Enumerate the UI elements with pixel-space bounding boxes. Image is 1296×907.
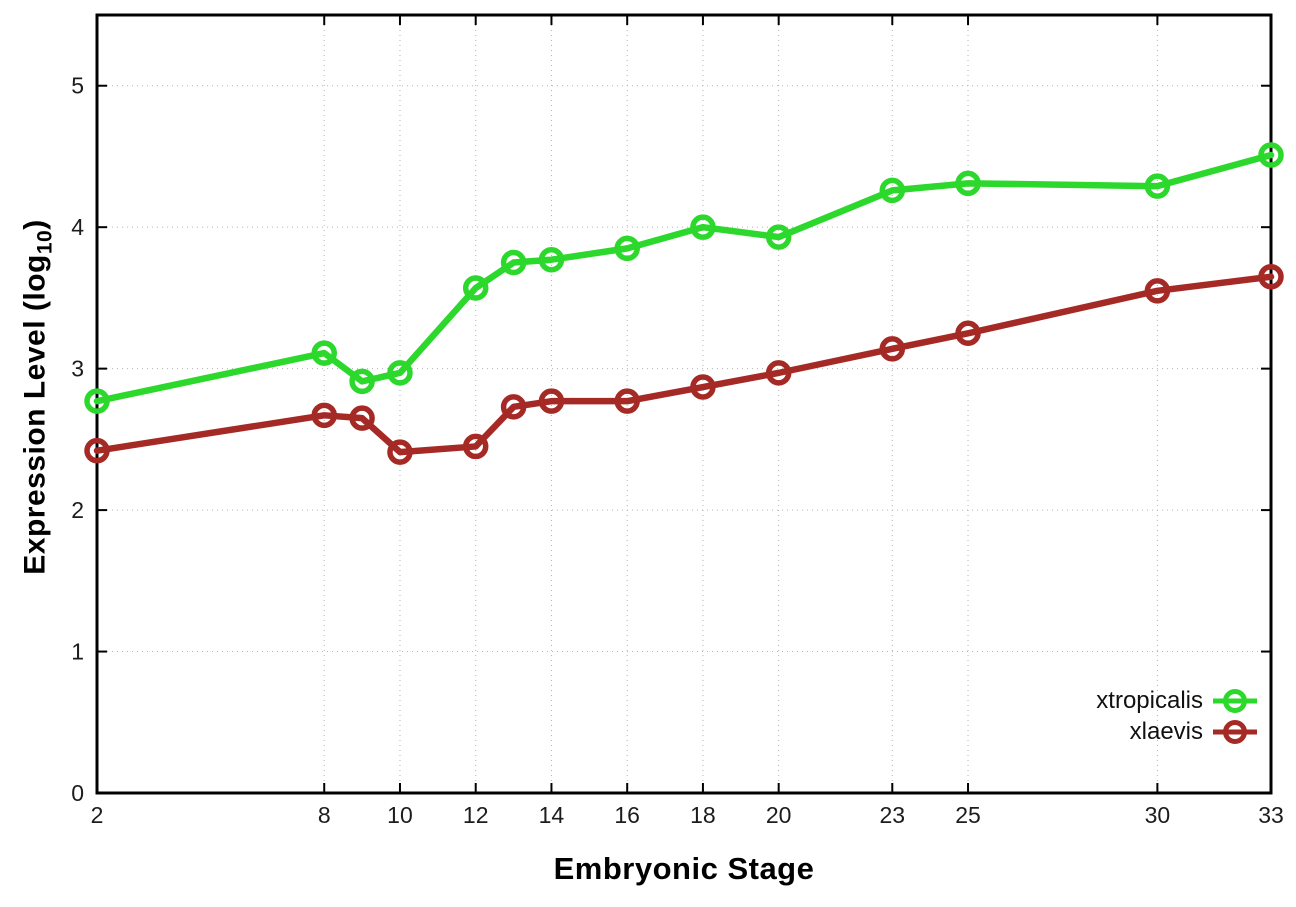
series-xlaevis-marker-13 <box>500 394 527 420</box>
series-xlaevis-marker-2 <box>84 437 110 464</box>
series-xtropicalis-marker-25 <box>955 170 981 197</box>
series-xtropicalis-marker-10 <box>387 360 413 386</box>
legend-label-xlaevis: xlaevis <box>1129 717 1203 745</box>
y-axis-title-close: ) <box>18 219 52 230</box>
legend-item-xlaevis: xlaevis <box>1096 716 1258 747</box>
y-axis-title-text: Expression Level (log <box>18 254 52 575</box>
series-xlaevis-marker-33 <box>1258 263 1284 290</box>
series-xtropicalis-marker-8 <box>311 340 337 366</box>
series-xtropicalis-marker-2 <box>84 388 110 414</box>
series-xlaevis-marker-20 <box>765 360 792 386</box>
series-xtropicalis-marker-23 <box>879 177 906 204</box>
series-xtropicalis-marker-9 <box>349 368 375 395</box>
series-xlaevis-marker-8 <box>311 402 337 429</box>
x-tick-label-30: 30 <box>1145 802 1171 828</box>
legend-marker-xlaevis <box>1213 719 1257 744</box>
series-xtropicalis-marker-13 <box>500 249 527 276</box>
series-xtropicalis-marker-12 <box>462 275 489 301</box>
y-tick-label-5: 5 <box>71 73 84 99</box>
series-xlaevis-marker-25 <box>955 320 981 347</box>
y-tick-label-1: 1 <box>71 639 84 665</box>
x-tick-label-16: 16 <box>614 802 640 828</box>
series-xlaevis-marker-16 <box>614 388 640 414</box>
legend-marker-xtropicalis <box>1213 688 1257 713</box>
x-tick-label-23: 23 <box>879 802 905 828</box>
series-xlaevis-marker-9 <box>349 405 375 431</box>
series-xtropicalis-marker-18 <box>690 214 716 240</box>
y-tick-label-4: 4 <box>71 214 84 240</box>
plot-border <box>95 13 1273 795</box>
series-xtropicalis-marker-20 <box>765 224 792 250</box>
x-tick-label-25: 25 <box>955 802 981 828</box>
y-axis-title: Expression Level (log10) <box>19 219 58 574</box>
x-tick-label-8: 8 <box>318 802 331 828</box>
x-tick-label-10: 10 <box>387 802 413 828</box>
series-xtropicalis-line <box>93 151 1275 405</box>
series-xlaevis-marker-12 <box>462 433 489 460</box>
x-tick-label-18: 18 <box>690 802 716 828</box>
legend-label-xtropicalis: xtropicalis <box>1096 686 1203 714</box>
y-axis-title-subscript: 10 <box>33 229 57 255</box>
series-xlaevis-marker-23 <box>879 336 906 362</box>
y-tick-label-0: 0 <box>71 780 84 806</box>
series-xtropicalis-marker-16 <box>614 235 640 262</box>
y-tick-label-3: 3 <box>71 356 84 382</box>
series-xlaevis-marker-18 <box>690 374 716 400</box>
series-xtropicalis-marker-14 <box>538 246 565 273</box>
x-tick-label-2: 2 <box>91 802 104 828</box>
series-xlaevis-marker-14 <box>538 388 565 414</box>
series-xlaevis-marker-30 <box>1144 278 1171 304</box>
series-xlaevis-marker-10 <box>387 439 413 465</box>
series-xtropicalis-marker-33 <box>1258 142 1284 168</box>
x-tick-label-20: 20 <box>766 802 792 828</box>
series-xtropicalis-marker-30 <box>1144 173 1171 199</box>
x-tick-label-33: 33 <box>1258 802 1284 828</box>
x-tick-label-12: 12 <box>463 802 489 828</box>
legend: xtropicalis xlaevis <box>1096 685 1258 747</box>
x-tick-label-14: 14 <box>539 802 565 828</box>
x-axis-title: Embryonic Stage <box>553 851 815 886</box>
legend-item-xtropicalis: xtropicalis <box>1096 685 1258 716</box>
y-tick-label-2: 2 <box>71 497 84 523</box>
